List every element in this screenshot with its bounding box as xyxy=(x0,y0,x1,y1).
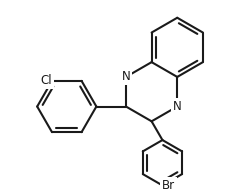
Text: N: N xyxy=(173,100,182,113)
Text: N: N xyxy=(122,70,130,83)
Text: Br: Br xyxy=(162,179,175,192)
Text: Cl: Cl xyxy=(40,74,52,87)
